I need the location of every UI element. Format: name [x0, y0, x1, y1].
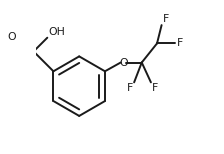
- Text: O: O: [8, 32, 17, 42]
- Text: F: F: [127, 83, 133, 93]
- Text: F: F: [163, 14, 169, 24]
- Text: O: O: [119, 57, 128, 67]
- Text: F: F: [177, 38, 183, 48]
- Text: OH: OH: [49, 27, 65, 37]
- Text: F: F: [152, 83, 158, 93]
